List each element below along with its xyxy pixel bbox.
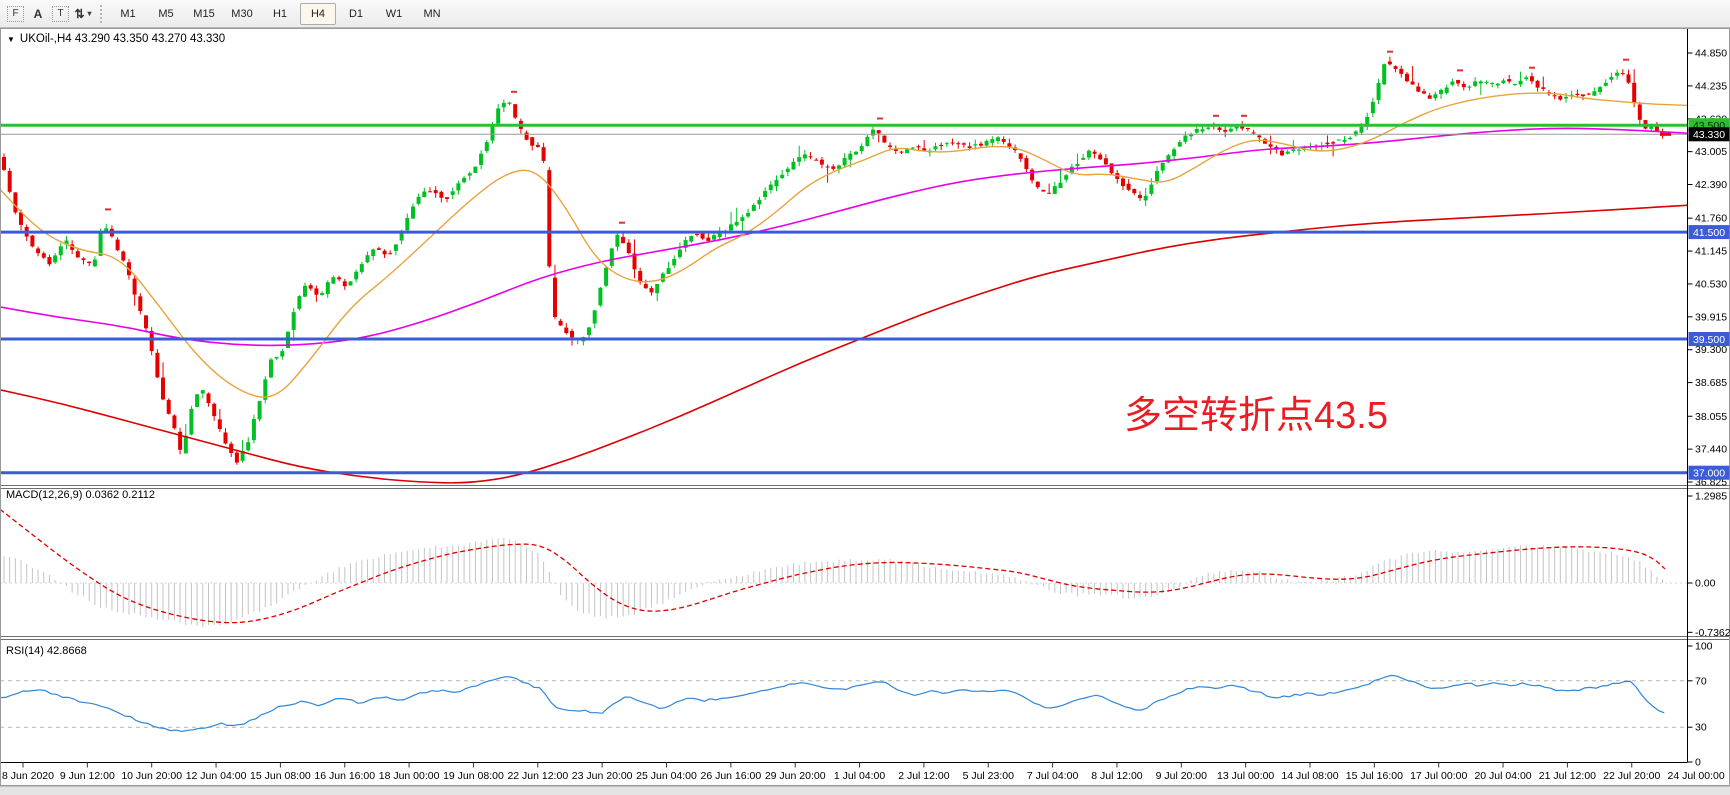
collapse-caret-icon[interactable]: ▼ [7,34,15,44]
price-axis-tick-label: 40.530 [1695,278,1727,290]
timeframe-button-m30[interactable]: M30 [231,7,253,20]
price-axis-tick-label: 44.235 [1695,80,1727,92]
price-badge-37.000: 37.000 [1688,465,1730,480]
svg-text:43.330: 43.330 [1693,129,1725,141]
chart-title-text: UKOil-,H4 43.290 43.350 43.270 43.330 [19,33,226,45]
timeframe-button-m1[interactable]: M1 [120,7,136,20]
toolbar: F A T ⇅ ▾ M1 M5 M15 M30 H1 H4 D1 W1 MN [0,0,1730,28]
time-axis-label: 9 Jul 20:00 [1155,770,1207,782]
dropdown-caret-icon[interactable]: ▾ [87,9,92,18]
chart-title: ▼ UKOil-,H4 43.290 43.350 43.270 43.330 [7,33,225,45]
time-axis-label: 16 Jun 16:00 [314,770,376,782]
rsi-axis-tick-label: 70 [1695,675,1707,687]
ma-fast-orange-line [0,92,1688,398]
timeframe-button-d1[interactable]: D1 [348,7,364,20]
timeframe-button-m5[interactable]: M5 [158,7,174,20]
time-axis-ticks-group [22,762,1633,768]
macd-histogram-group [3,538,1664,628]
rsi-label: RSI(14) 42.8668 [6,645,87,657]
macd-axis-tick-label: 1.2985 [1695,491,1727,503]
time-axis-label: 25 Jun 04:00 [636,770,697,782]
level-lines-group [0,123,1688,475]
svg-text:39.500: 39.500 [1693,334,1725,346]
time-axis-label: 2 Jul 12:00 [898,770,950,782]
time-axis-label: 26 Jun 16:00 [700,770,762,782]
time-axis-label: 29 Jun 20:00 [764,770,826,782]
time-axis-label: 24 Jul 00:00 [1667,770,1725,782]
ma-mid-magenta-line [0,127,1688,347]
timeframe-button-h4[interactable]: H4 [300,2,336,25]
price-axis-tick-label: 44.850 [1695,48,1727,60]
time-axis-label: 10 Jun 20:00 [121,770,183,782]
time-axis-label: 22 Jun 12:00 [507,770,569,782]
price-axis-tick-label: 39.915 [1695,311,1727,323]
ma-slow-red-line [0,204,1688,484]
time-axis-label: 19 Jun 08:00 [443,770,504,782]
macd-signal-line [0,508,1666,624]
last-price-marker [1660,132,1671,136]
rsi-axis-tick-label: 30 [1695,722,1707,734]
time-axis-label: 8 Jun 2020 [2,770,54,782]
svg-text:37.000: 37.000 [1693,468,1725,480]
timeframe-button-mn[interactable]: MN [423,7,441,20]
time-axis-label: 18 Jun 00:00 [378,770,440,782]
arrows-tool-icon[interactable]: ⇅ ▾ [73,4,93,24]
svg-text:41.500: 41.500 [1693,227,1725,239]
price-badge-39.500: 39.500 [1688,332,1730,346]
time-axis-label: 1 Jul 04:00 [833,770,886,782]
bottom-strip [0,786,1730,795]
time-axis-label: 20 Jul 04:00 [1474,770,1532,782]
time-axis-label: 23 Jun 20:00 [571,770,633,782]
time-axis-label: 22 Jul 20:00 [1603,770,1661,782]
text-label-icon[interactable]: A [33,6,43,21]
time-axis-label: 15 Jun 08:00 [250,770,311,782]
time-axis-label: 8 Jul 12:00 [1091,770,1143,782]
price-badge-41.500: 41.500 [1688,225,1730,240]
price-axis-tick-label: 39.300 [1695,344,1727,356]
macd-label: MACD(12,26,9) 0.0362 0.2112 [6,489,155,501]
timeframe-button-h1[interactable]: H1 [272,7,288,20]
rsi-line [0,674,1665,733]
rsi-levels-group [0,680,1688,728]
timeframe-button-m15[interactable]: M15 [193,7,215,20]
price-axis-tick-label: 43.005 [1695,146,1727,158]
time-axis-label: 13 Jul 00:00 [1217,770,1275,782]
timeframe-group: M1 M5 M15 M30 H1 H4 D1 W1 MN [109,2,451,25]
chart-canvas[interactable]: 44.85044.23543.62043.00542.39041.76041.1… [0,28,1730,786]
price-axis-tick-label: 37.440 [1695,444,1727,456]
price-axis-tick-label: 42.390 [1695,179,1727,191]
time-axis-label: 14 Jul 08:00 [1281,770,1339,782]
time-axis-label: 9 Jun 12:00 [59,770,115,782]
price-axis-tick-label: 41.145 [1695,246,1727,258]
time-axis-label: 17 Jul 00:00 [1410,770,1468,782]
time-axis-label: 5 Jul 23:00 [962,770,1014,782]
time-axis-label: 15 Jul 16:00 [1345,770,1403,782]
price-badge-43.330: 43.330 [1688,127,1730,142]
time-axis-label: 12 Jun 04:00 [185,770,247,782]
chart-window: 44.85044.23543.62043.00542.39041.76041.1… [0,28,1730,786]
price-axis-tick-label: 38.055 [1695,411,1727,423]
fractal-marks-group [105,50,1629,224]
price-axis-tick-label: 41.760 [1695,213,1727,225]
text-box-icon[interactable]: T [52,5,69,22]
timeframe-button-w1[interactable]: W1 [385,7,403,20]
annotation-text[interactable]: 多空转折点43.5 [1124,395,1388,437]
time-axis-label: 21 Jul 12:00 [1538,770,1596,782]
rsi-axis-tick-label: 100 [1695,641,1713,653]
rsi-axis-tick-label: 0 [1695,757,1701,769]
time-axis: 8 Jun 2020 9 Jun 12:00 10 Jun 20:00 12 Jun … [0,770,1730,786]
macd-axis-tick-label: 0.00 [1695,578,1716,590]
macd-axis-tick-label: -0.7362 [1695,627,1730,639]
toolbar-drag-handle[interactable] [100,4,102,23]
arrows-glyph-icon: ⇅ [74,6,85,21]
time-axis-label: 7 Jul 04:00 [1026,770,1079,782]
effects-f-icon[interactable]: F [7,5,24,22]
price-axis-tick-label: 38.685 [1695,377,1727,389]
